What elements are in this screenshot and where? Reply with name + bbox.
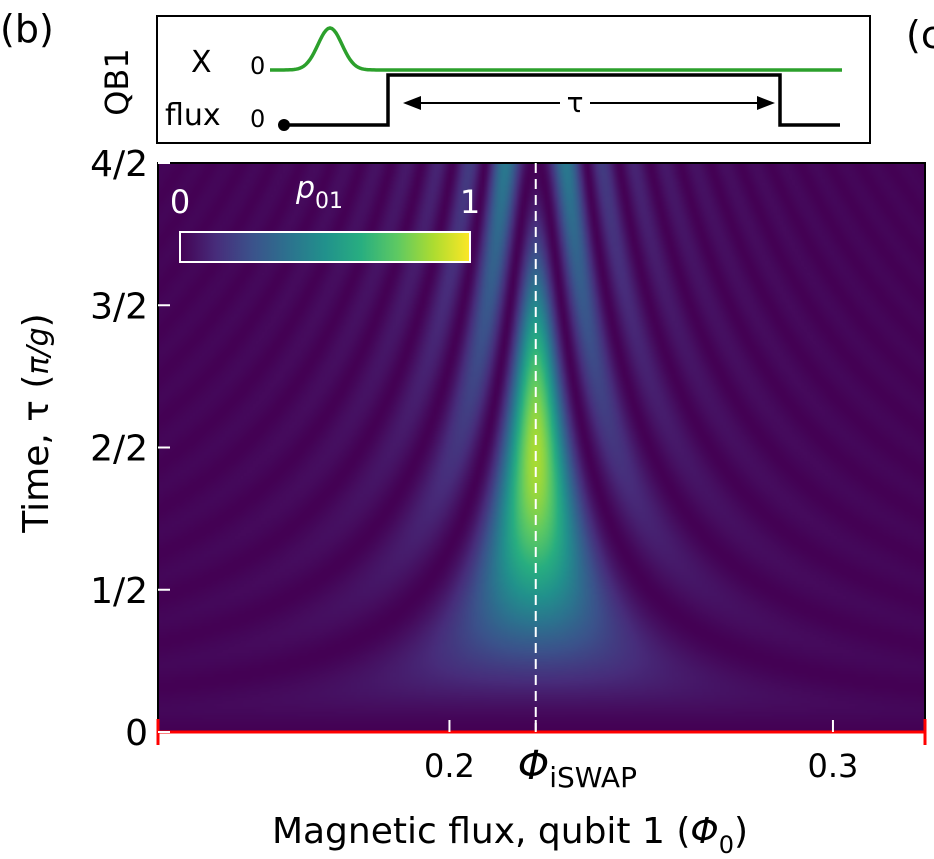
pulse-diagram-frame (156, 15, 871, 144)
x-drive-pulse (270, 26, 842, 72)
panel-label-b: (b) (0, 7, 54, 51)
flux-drive-zero: 0 (250, 105, 265, 133)
flux-drive-pulse (284, 73, 840, 127)
x-drive-zero: 0 (250, 52, 265, 80)
x-axis-label: Magnetic flux, qubit 1 (Φ0) (272, 811, 748, 859)
y-axis-ticks: 0 1/2 2/2 3/2 4/2 (90, 144, 170, 754)
qubit-label: QB1 (98, 48, 136, 116)
panel-label-c: (c (906, 13, 934, 57)
tau-label: τ (567, 86, 584, 119)
x-drive-label: X (191, 45, 212, 80)
tau-arrow-left-head (403, 96, 421, 110)
flux-drive-label: flux (165, 98, 221, 133)
colorbar: 0 1 p01 (170, 171, 480, 263)
y-tick-label: 4/2 (90, 144, 148, 185)
y-axis-label: Time, τ (π/g) (16, 313, 57, 533)
tau-arrow-right-head (757, 96, 775, 110)
y-tick-label: 3/2 (90, 286, 148, 327)
flux-start-dot (278, 119, 290, 131)
colorbar-title: p01 (295, 171, 343, 214)
x-axis-ticks: 0.2 ΦiSWAP 0.3 (424, 720, 858, 794)
x-tick-label: 0.3 (808, 747, 859, 785)
y-tick-label: 1/2 (90, 571, 148, 612)
colorbar-min-label: 0 (170, 183, 190, 221)
y-tick-label: 0 (125, 713, 148, 754)
x-tick-label: ΦiSWAP (518, 743, 637, 794)
pulse-diagram: QB1 X 0 flux 0 τ (98, 15, 871, 144)
x-tick-label: 0.2 (424, 747, 475, 785)
y-tick-label: 2/2 (90, 429, 148, 470)
colorbar-gradient (179, 231, 471, 263)
colorbar-max-label: 1 (460, 183, 480, 221)
